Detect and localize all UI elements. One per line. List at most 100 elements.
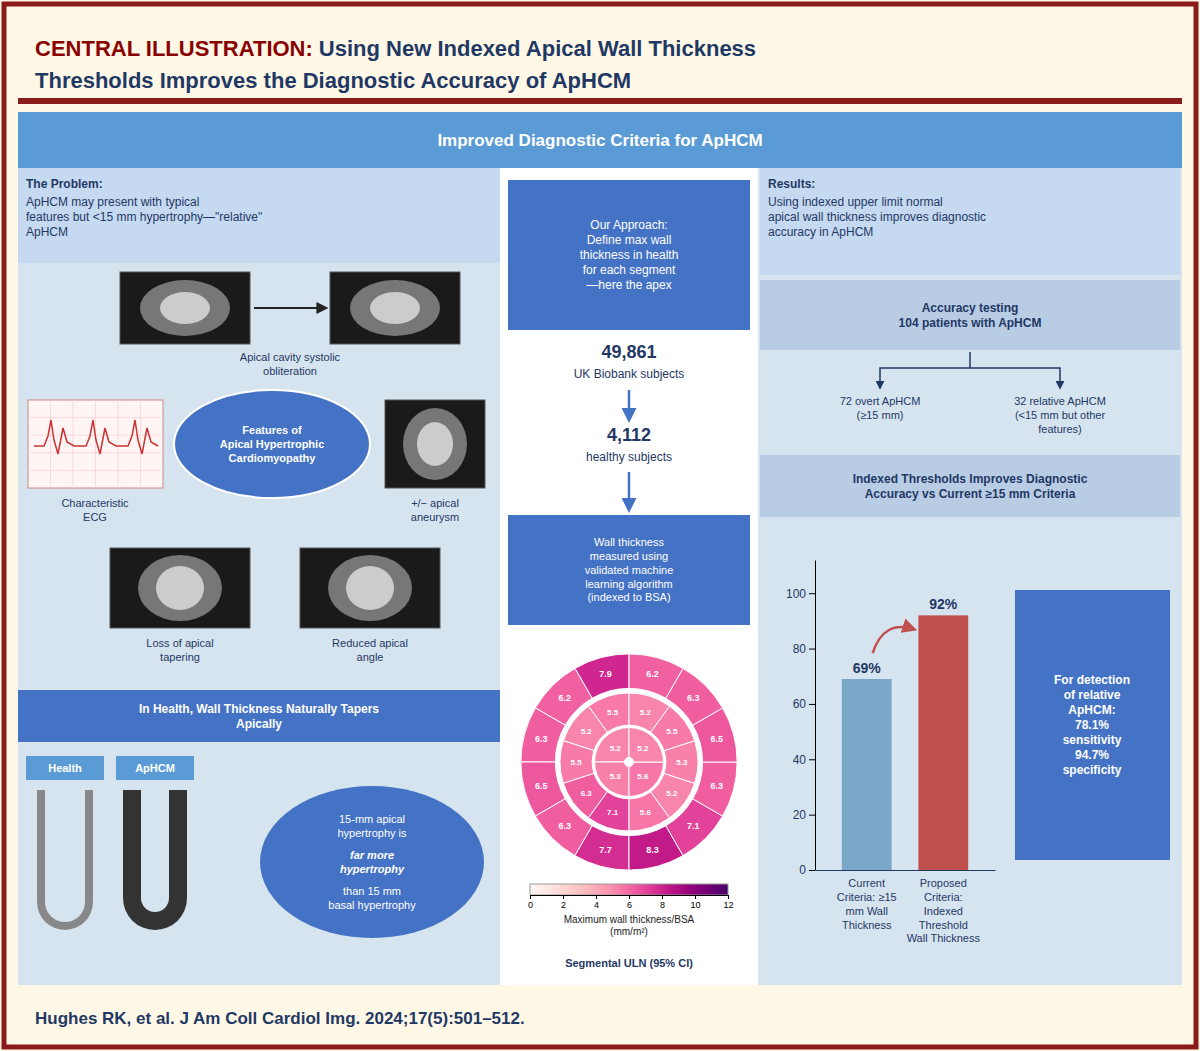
banner-title: Improved Diagnostic Criteria for ApHCM: [437, 131, 762, 150]
y-tick-label: 20: [793, 808, 807, 822]
branch: [970, 368, 1060, 388]
text-line: CENTRAL ILLUSTRATION:: [35, 36, 313, 61]
text-line: ApHCM may present with typical: [26, 195, 199, 209]
annotation: far morehypertrophy: [340, 849, 405, 875]
heart-outline: [328, 555, 412, 621]
text-line: (mm/m²): [610, 926, 648, 937]
annotation: than 15 mmbasal hypertrophy: [328, 885, 416, 911]
text-line: apical wall thickness improves diagnosti…: [768, 210, 986, 224]
annotation: ApHCM: [135, 762, 175, 774]
data-label: 5.2: [640, 707, 652, 716]
arrow: [873, 627, 915, 653]
segment: [629, 654, 683, 698]
text-line: Thresholds Improves the Diagnostic Accur…: [35, 68, 631, 93]
segment: [595, 762, 630, 797]
text-line: far more: [350, 849, 394, 861]
annotations: Improved Diagnostic Criteria for ApHCM Th…: [26, 131, 1106, 911]
data-label: 5.3: [610, 772, 622, 781]
text-line: +/− apical: [411, 497, 459, 509]
annotation: Apical cavity systolicobliteration: [240, 351, 341, 377]
annotation: ApHCM may present with typicalfeatures b…: [26, 195, 262, 239]
colorbar-tick: 6: [627, 895, 632, 910]
border: [4, 4, 1196, 1047]
text-line: 32 relative ApHCM: [1014, 395, 1106, 407]
text-line: ApHCM: [135, 762, 175, 774]
annotation: 72 overt ApHCM(≥15 mm): [840, 395, 921, 421]
text-line: healthy subjects: [586, 450, 672, 464]
ecg-grid: [73, 402, 74, 486]
text-line: 94.7%: [1075, 748, 1109, 762]
colorbar-tick-mark: [530, 895, 531, 899]
segment: [629, 762, 664, 797]
text-line: In Health, Wall Thickness Naturally Tape…: [139, 702, 379, 716]
data-label: 7.7: [599, 845, 612, 855]
ventricle-cavity: [141, 789, 169, 912]
heart-cavity: [417, 422, 453, 466]
bullseye: 7.96.26.36.56.37.78.37.16.36.56.36.25.55…: [521, 654, 737, 870]
text-line: basal hypertrophy: [328, 899, 416, 911]
text-line: measured using: [590, 550, 668, 562]
text-line: features): [1038, 423, 1081, 435]
method-box: [508, 515, 750, 625]
text-line: The Problem:: [26, 177, 103, 191]
bar: [842, 679, 892, 870]
colorbar-label: Maximum wall thickness/BSA(mm/m²): [564, 914, 695, 938]
annotation: 4,112: [607, 425, 651, 445]
annotation: Our Approach:Define max wallthickness in…: [580, 218, 679, 292]
text-line: angle: [357, 651, 384, 663]
text-line: validated machine: [585, 564, 674, 576]
image-placeholder: [300, 548, 440, 628]
colorbar-tick-mark: [629, 895, 630, 899]
data-label: 5.2: [581, 727, 593, 736]
colorbar-axis: 024681012: [528, 895, 734, 910]
annotation: CharacteristicECG: [61, 497, 129, 523]
annotation: +/− apical aneurysm: [411, 497, 459, 523]
text-line: Proposed: [920, 877, 967, 889]
text-line: hypertrophy is: [337, 827, 407, 839]
annotation: Health: [48, 762, 82, 774]
data-label: 5.5: [571, 758, 583, 767]
image-placeholder: [110, 548, 250, 628]
decorations: [18, 168, 1180, 938]
colorbar-tick-label: 8: [660, 900, 665, 910]
ecg-wave: [34, 420, 158, 454]
annotation: 49,861: [601, 342, 656, 362]
data-label: 6.3: [535, 734, 548, 744]
data-label: 69%: [853, 660, 882, 676]
annotation: 32 relative ApHCM (<15 mm but other featur…: [1014, 395, 1106, 435]
text-line: (<15 mm but other: [1015, 409, 1106, 421]
x-axis: CurrentCriteria: ≥15mm WallThickness Prop…: [816, 871, 996, 945]
text-line: aneurysm: [411, 511, 459, 523]
ecg-grid: [95, 402, 96, 486]
text-line: 78.1%: [1075, 718, 1109, 732]
left-panel: [18, 168, 500, 985]
text-line: ApHCM: [26, 225, 68, 239]
data-label: 7.1: [687, 821, 700, 831]
colorbar-tick-label: 0: [528, 900, 533, 910]
page: CENTRAL ILLUSTRATION: Using New Indexed …: [0, 0, 1200, 1051]
colorbar-tick-mark: [728, 895, 729, 899]
y-tick-mark: [809, 649, 815, 650]
text-line: Current: [848, 877, 885, 889]
bar: [918, 615, 968, 870]
text-line: Wall Thickness: [907, 932, 981, 944]
y-tick-mark: [809, 704, 815, 705]
data-label: 7.1: [607, 808, 619, 817]
heart-cavity: [156, 566, 204, 610]
colorbar-tick: 10: [690, 895, 700, 910]
x-tick-label: CurrentCriteria: ≥15mm WallThickness: [837, 877, 897, 930]
right-panel: [758, 168, 1182, 985]
ventricle-wall: [37, 790, 93, 930]
bar-chart: Indexed Thresholds Improves DiagnosticAc…: [786, 472, 1170, 945]
chart-title: Segmental ULN (95% CI): [565, 957, 693, 969]
heart-cavity: [160, 292, 210, 324]
y-tick: 40: [793, 753, 815, 767]
data-label: 5.2: [610, 744, 622, 753]
text-line: obliteration: [263, 365, 317, 377]
ecg-grid: [50, 402, 51, 486]
text-line: features but <15 mm hypertrophy—"relativ…: [26, 210, 262, 224]
annotation: Using indexed upper limit normalapical w…: [768, 195, 986, 239]
data-label: 5.6: [640, 808, 652, 817]
colorbar: [530, 884, 728, 895]
colorbar-tick-label: 10: [690, 900, 700, 910]
